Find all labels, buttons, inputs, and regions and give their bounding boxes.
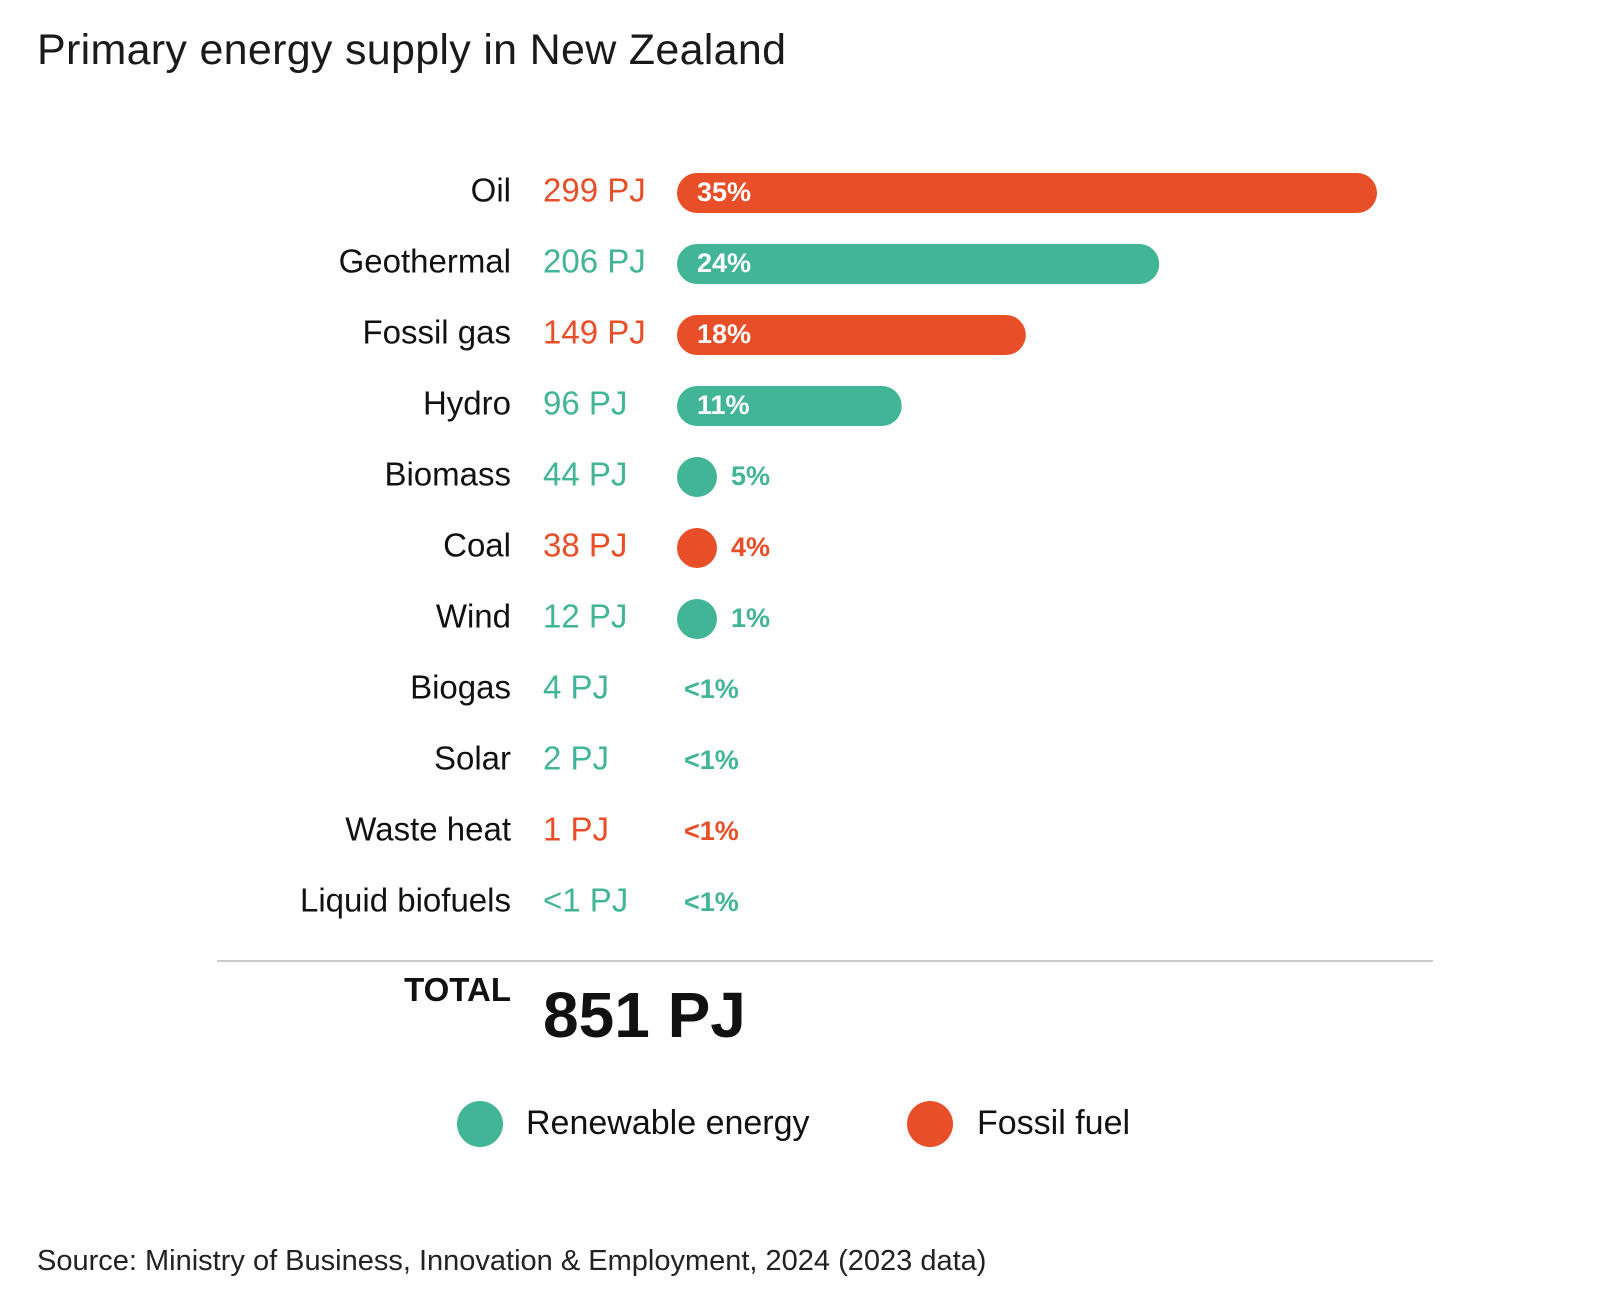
category-label: Hydro — [423, 385, 511, 422]
percent-label: 5% — [731, 461, 770, 491]
value-label: 2 PJ — [543, 740, 609, 777]
legend-label-fossil: Fossil fuel — [977, 1104, 1130, 1142]
category-label: Biogas — [410, 669, 511, 706]
value-label: 299 PJ — [543, 172, 646, 209]
bar — [677, 244, 1160, 284]
bar — [677, 173, 1377, 213]
category-label: Waste heat — [345, 811, 511, 848]
value-label: 96 PJ — [543, 385, 627, 422]
source-note: Source: Ministry of Business, Innovation… — [37, 1245, 987, 1277]
value-label: 149 PJ — [543, 314, 646, 351]
chart-title: Primary energy supply in New Zealand — [37, 26, 787, 74]
category-label: Oil — [471, 172, 511, 209]
value-label: 44 PJ — [543, 456, 627, 493]
legend-swatch-renewable — [457, 1101, 503, 1147]
value-label: 4 PJ — [543, 669, 609, 706]
value-label: 206 PJ — [543, 243, 646, 280]
bar — [677, 386, 902, 426]
percent-label: <1% — [684, 674, 739, 704]
percent-label: 18% — [697, 319, 751, 349]
total-value: 851 PJ — [543, 979, 746, 1051]
value-label: <1 PJ — [543, 882, 628, 919]
legend-swatch-fossil — [907, 1101, 953, 1147]
percent-label: 24% — [697, 248, 751, 278]
percent-label: 4% — [731, 532, 770, 562]
percent-label: <1% — [684, 887, 739, 917]
bar-dot — [677, 457, 717, 497]
legend-label-renewable: Renewable energy — [526, 1104, 810, 1142]
total-label: TOTAL — [404, 971, 511, 1008]
category-label: Coal — [443, 527, 511, 564]
value-label: 12 PJ — [543, 598, 627, 635]
bar-dot — [677, 528, 717, 568]
category-label: Biomass — [384, 456, 511, 493]
percent-label: 11% — [697, 390, 750, 420]
percent-label: <1% — [684, 745, 739, 775]
value-label: 1 PJ — [543, 811, 609, 848]
percent-label: 35% — [697, 177, 751, 207]
category-label: Fossil gas — [362, 314, 511, 351]
bar — [677, 315, 1026, 355]
category-label: Geothermal — [339, 243, 511, 280]
bar-dot — [677, 599, 717, 639]
category-label: Solar — [434, 740, 511, 777]
percent-label: 1% — [731, 603, 770, 633]
percent-label: <1% — [684, 816, 739, 846]
value-label: 38 PJ — [543, 527, 627, 564]
category-label: Liquid biofuels — [300, 882, 511, 919]
category-label: Wind — [436, 598, 511, 635]
